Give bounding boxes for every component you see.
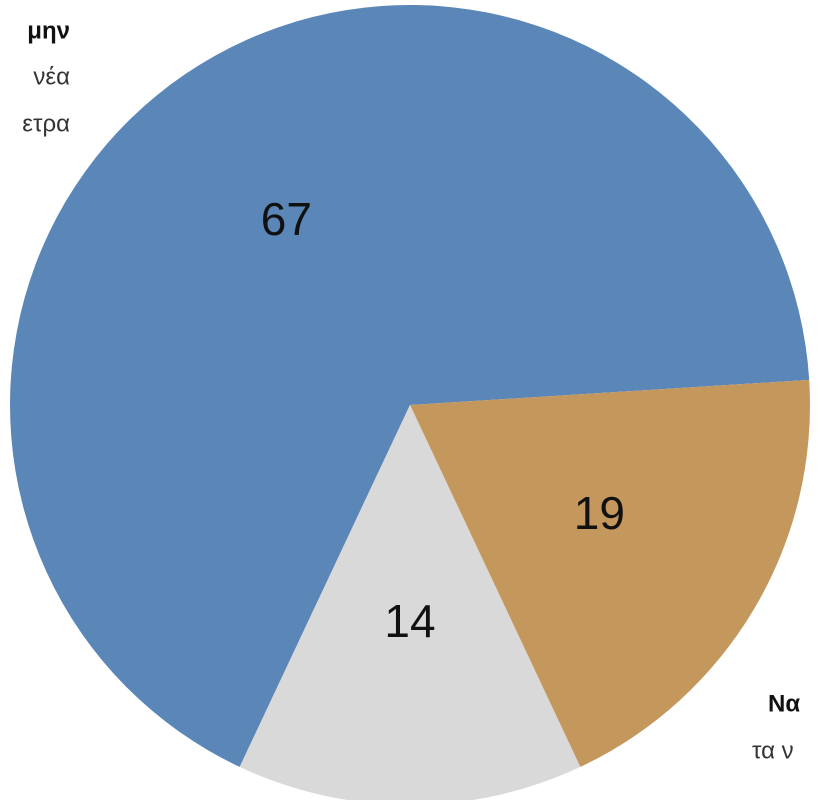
data-label: 67 [261, 193, 312, 245]
data-label: 14 [384, 595, 435, 647]
annotation: ετρα [22, 110, 70, 137]
annotation: τα ν [752, 737, 794, 764]
pie-slice [410, 379, 810, 767]
pie [10, 5, 810, 800]
pie-slice [239, 405, 581, 800]
annotation: μην [27, 17, 70, 44]
annotation: νέα [33, 63, 70, 90]
annotation: Να [768, 690, 800, 717]
data-label: 19 [574, 487, 625, 539]
pie-slice [10, 5, 810, 767]
